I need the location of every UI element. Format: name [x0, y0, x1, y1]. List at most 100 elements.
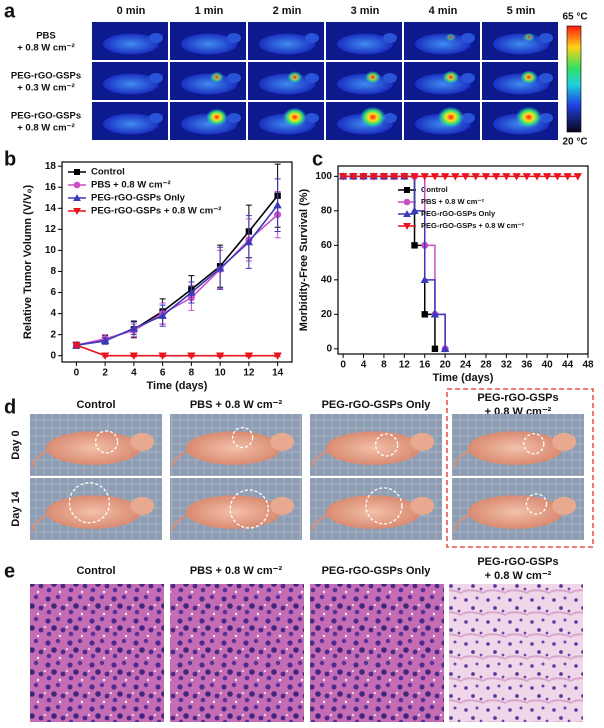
series-line	[76, 195, 279, 346]
mouse-head	[130, 432, 155, 451]
x-tick-label: 44	[562, 360, 574, 371]
mouse-body	[102, 33, 160, 55]
x-tick-label: 12	[243, 368, 255, 379]
column-header: PBS + 0.8 W cm⁻²	[190, 565, 283, 577]
y-tick-label: 60	[321, 240, 333, 251]
marker	[73, 208, 81, 215]
thermal-image	[92, 22, 168, 60]
mouse-body	[102, 113, 160, 135]
mouse-body	[45, 431, 141, 465]
panel-letter: b	[4, 148, 16, 170]
step-line	[424, 279, 436, 315]
mouse-head	[148, 113, 163, 123]
x-tick-label: 0	[340, 360, 346, 371]
plot-frame	[337, 165, 589, 355]
marker	[451, 173, 460, 181]
mouse-tail	[453, 450, 470, 467]
panel-letter: e	[4, 560, 15, 582]
mouse-head	[304, 113, 319, 123]
hot-spot	[523, 32, 535, 42]
marker	[430, 173, 440, 181]
legend-label: PEG-rGO-GSPs + 0.8 W cm⁻²	[421, 221, 524, 230]
x-tick-label: 6	[160, 368, 166, 379]
x-axis-title: Time (days)	[433, 372, 494, 384]
histology-image	[30, 584, 164, 722]
thermal-image	[326, 62, 402, 100]
marker	[72, 341, 81, 350]
thermal-image	[482, 22, 558, 60]
marker	[349, 173, 358, 181]
series-line	[76, 214, 279, 346]
x-tick-label: 4	[361, 360, 367, 371]
mouse-head	[410, 432, 435, 451]
hot-spot	[364, 70, 381, 84]
mouse-head	[304, 73, 319, 83]
thermal-image	[248, 102, 324, 140]
mouse-photo	[452, 478, 584, 540]
mouse-photo	[30, 478, 162, 540]
mouse-tail	[311, 450, 328, 467]
legend-label: PBS + 0.8 W cm⁻²	[421, 197, 484, 206]
marker	[573, 173, 582, 181]
legend-label: PEG-rGO-GSPs Only	[421, 209, 496, 218]
legend-label: PEG-rGO-GSPs + 0.8 W cm⁻²	[91, 206, 221, 217]
thermal-image	[482, 102, 558, 140]
x-tick-label: 14	[272, 368, 284, 379]
marker	[379, 173, 389, 181]
step-line	[404, 175, 416, 211]
mouse-head	[270, 496, 295, 515]
thermal-image	[404, 22, 480, 60]
marker	[431, 345, 439, 353]
x-tick-label: 36	[521, 360, 533, 371]
x-tick-label: 40	[542, 360, 554, 371]
x-tick-label: 24	[460, 360, 472, 371]
y-tick-label: 40	[321, 274, 333, 285]
marker	[532, 173, 542, 181]
mouse-body	[467, 431, 563, 465]
mouse-head	[226, 113, 241, 123]
mouse-body	[45, 495, 141, 529]
series-line	[76, 344, 278, 357]
step-line	[414, 210, 426, 280]
hot-spot	[209, 71, 224, 83]
marker	[492, 173, 501, 181]
marker	[73, 181, 81, 189]
x-tick-label: 20	[440, 360, 452, 371]
marker	[187, 352, 196, 360]
marker	[461, 173, 470, 181]
mouse-tail	[311, 514, 328, 531]
step-line	[434, 313, 446, 349]
marker	[158, 311, 167, 319]
mouse-body	[325, 495, 421, 529]
histology-image	[449, 584, 583, 722]
column-header: PEG-rGO-GSPs	[477, 556, 558, 568]
mouse-body	[185, 431, 281, 465]
hot-spot	[206, 108, 228, 126]
legend-label: PEG-rGO-GSPs Only	[91, 193, 186, 204]
mouse-photo	[310, 478, 442, 540]
row-label: PEG-rGO-GSPs	[11, 111, 81, 122]
step-line	[424, 313, 436, 349]
step-line	[434, 313, 446, 349]
marker	[244, 352, 254, 360]
row-label: + 0.8 W cm⁻²	[17, 123, 75, 134]
mouse-body	[185, 495, 281, 529]
x-tick-label: 0	[74, 368, 80, 379]
y-tick-label: 0	[326, 343, 332, 354]
marker	[430, 310, 440, 318]
row-label: Day 14	[10, 490, 22, 526]
y-tick-label: 100	[315, 171, 332, 182]
mouse-head	[538, 33, 553, 43]
marker	[359, 173, 368, 181]
mouse-head	[382, 113, 397, 123]
mouse-head	[304, 33, 319, 43]
mouse-photo	[310, 414, 442, 476]
marker	[512, 173, 521, 181]
marker	[244, 237, 254, 246]
column-header: PBS + 0.8 W cm⁻²	[190, 399, 283, 411]
thermal-image	[92, 62, 168, 100]
marker	[215, 352, 225, 360]
mouse-head	[270, 432, 295, 451]
marker	[563, 173, 572, 181]
marker	[129, 324, 139, 332]
